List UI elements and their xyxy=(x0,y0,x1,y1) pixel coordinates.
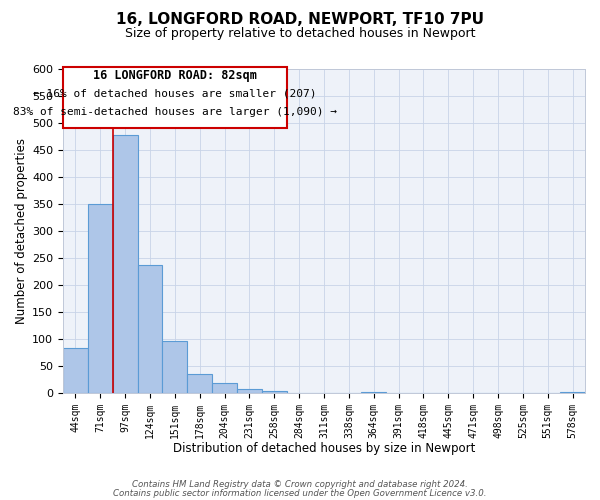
Bar xyxy=(88,204,113,393)
Bar xyxy=(163,340,187,393)
Text: Size of property relative to detached houses in Newport: Size of property relative to detached ho… xyxy=(125,28,475,40)
Bar xyxy=(63,348,88,393)
Bar xyxy=(113,136,137,393)
Text: Contains HM Land Registry data © Crown copyright and database right 2024.: Contains HM Land Registry data © Crown c… xyxy=(132,480,468,489)
Text: 83% of semi-detached houses are larger (1,090) →: 83% of semi-detached houses are larger (… xyxy=(13,106,337,117)
Bar xyxy=(187,374,212,393)
Bar xyxy=(560,392,585,393)
Bar xyxy=(137,266,163,393)
Text: Contains public sector information licensed under the Open Government Licence v3: Contains public sector information licen… xyxy=(113,489,487,498)
Bar xyxy=(262,390,287,393)
Text: 16 LONGFORD ROAD: 82sqm: 16 LONGFORD ROAD: 82sqm xyxy=(93,69,257,82)
Bar xyxy=(361,392,386,393)
Y-axis label: Number of detached properties: Number of detached properties xyxy=(15,138,28,324)
Text: 16, LONGFORD ROAD, NEWPORT, TF10 7PU: 16, LONGFORD ROAD, NEWPORT, TF10 7PU xyxy=(116,12,484,28)
Bar xyxy=(237,388,262,393)
Bar xyxy=(212,383,237,393)
X-axis label: Distribution of detached houses by size in Newport: Distribution of detached houses by size … xyxy=(173,442,475,455)
Text: ← 16% of detached houses are smaller (207): ← 16% of detached houses are smaller (20… xyxy=(33,88,317,98)
